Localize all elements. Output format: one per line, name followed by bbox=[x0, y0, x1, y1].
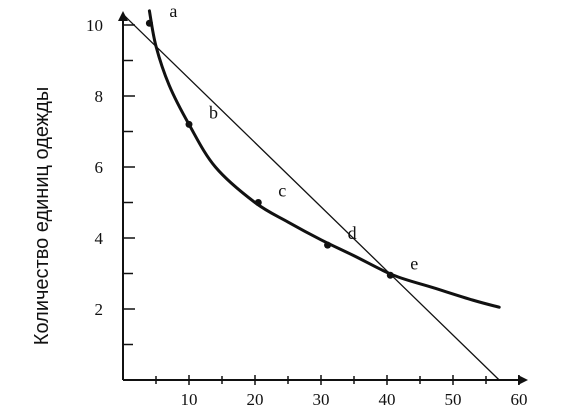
indifference-curve bbox=[147, 9, 501, 309]
x-tick-label: 40 bbox=[379, 390, 396, 409]
point-d bbox=[324, 241, 332, 249]
point-a bbox=[145, 19, 153, 27]
y-tick-label: 8 bbox=[95, 87, 104, 106]
y-axis-title: Количество единиц одежды bbox=[31, 87, 53, 345]
x-tick-label: 50 bbox=[445, 390, 462, 409]
x-tick-label: 20 bbox=[247, 390, 264, 409]
point-e bbox=[386, 271, 394, 279]
axis-ticks bbox=[123, 24, 520, 385]
point-label-d: d bbox=[348, 223, 357, 243]
point-label-a: a bbox=[169, 1, 177, 21]
point-c bbox=[254, 199, 262, 206]
x-tick-label: 30 bbox=[313, 390, 330, 409]
x-tick-label: 60 bbox=[511, 390, 528, 409]
point-b bbox=[185, 120, 193, 128]
point-label-b: b bbox=[209, 102, 218, 122]
x-tick-label: 10 bbox=[181, 390, 198, 409]
point-label-c: c bbox=[278, 181, 286, 201]
point-label-e: e bbox=[410, 253, 418, 273]
y-tick-label: 4 bbox=[95, 229, 104, 248]
budget-line bbox=[122, 13, 500, 381]
y-tick-label: 10 bbox=[86, 16, 103, 35]
y-tick-label: 2 bbox=[95, 300, 104, 319]
chart-labels: 10 20 30 40 50 60 2 4 6 8 10 a b c d e bbox=[86, 1, 528, 409]
chart-marks bbox=[122, 9, 501, 381]
y-tick-label: 6 bbox=[95, 158, 104, 177]
